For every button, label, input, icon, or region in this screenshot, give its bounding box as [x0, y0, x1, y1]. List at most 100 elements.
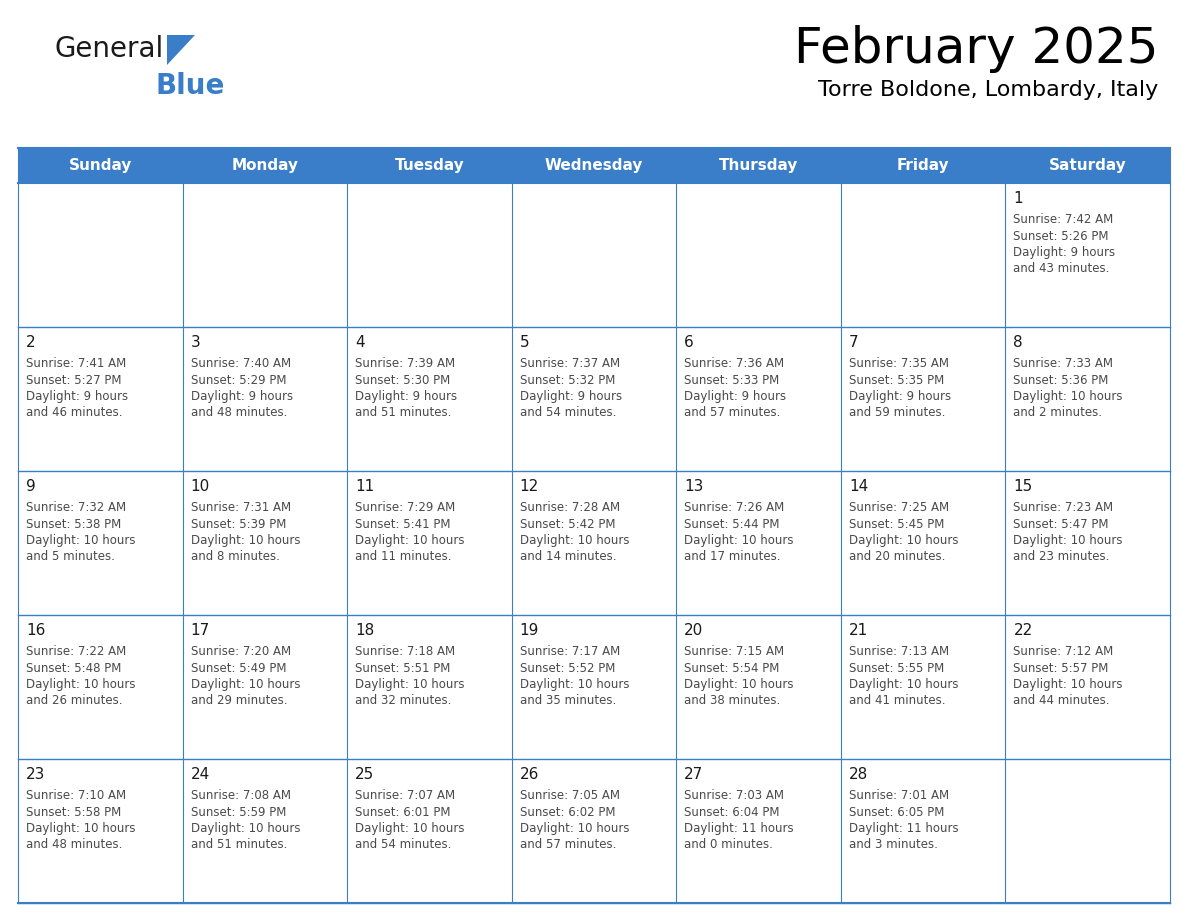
Text: 18: 18	[355, 623, 374, 638]
Polygon shape	[168, 35, 195, 65]
Text: Sunrise: 7:25 AM: Sunrise: 7:25 AM	[849, 501, 949, 514]
Text: and 2 minutes.: and 2 minutes.	[1013, 407, 1102, 420]
Text: General: General	[55, 35, 164, 63]
Text: Sunset: 5:26 PM: Sunset: 5:26 PM	[1013, 230, 1108, 242]
Text: Sunset: 5:29 PM: Sunset: 5:29 PM	[190, 374, 286, 386]
Text: Daylight: 9 hours: Daylight: 9 hours	[1013, 246, 1116, 259]
Text: 27: 27	[684, 767, 703, 782]
Text: Sunset: 5:30 PM: Sunset: 5:30 PM	[355, 374, 450, 386]
Text: Sunrise: 7:20 AM: Sunrise: 7:20 AM	[190, 645, 291, 658]
Text: Sunrise: 7:33 AM: Sunrise: 7:33 AM	[1013, 357, 1113, 370]
Bar	[1005, 615, 1170, 759]
Text: Daylight: 10 hours: Daylight: 10 hours	[355, 822, 465, 835]
Text: Sunrise: 7:17 AM: Sunrise: 7:17 AM	[519, 645, 620, 658]
Text: and 20 minutes.: and 20 minutes.	[849, 551, 946, 564]
Bar	[347, 183, 512, 327]
Text: and 35 minutes.: and 35 minutes.	[519, 695, 615, 708]
Text: 8: 8	[1013, 335, 1023, 350]
Text: Daylight: 10 hours: Daylight: 10 hours	[355, 678, 465, 691]
Text: and 41 minutes.: and 41 minutes.	[849, 695, 946, 708]
Text: and 29 minutes.: and 29 minutes.	[190, 695, 287, 708]
Bar	[512, 183, 676, 327]
Text: 13: 13	[684, 479, 703, 494]
Text: Daylight: 10 hours: Daylight: 10 hours	[684, 678, 794, 691]
Text: Sunrise: 7:05 AM: Sunrise: 7:05 AM	[519, 789, 620, 802]
Text: Sunset: 5:27 PM: Sunset: 5:27 PM	[26, 374, 121, 386]
Text: Blue: Blue	[154, 72, 225, 100]
Text: and 0 minutes.: and 0 minutes.	[684, 838, 773, 852]
Text: 14: 14	[849, 479, 868, 494]
Text: Daylight: 10 hours: Daylight: 10 hours	[1013, 678, 1123, 691]
Text: and 5 minutes.: and 5 minutes.	[26, 551, 115, 564]
Bar	[1005, 759, 1170, 903]
Text: Sunrise: 7:12 AM: Sunrise: 7:12 AM	[1013, 645, 1113, 658]
Text: and 54 minutes.: and 54 minutes.	[355, 838, 451, 852]
Text: Daylight: 10 hours: Daylight: 10 hours	[1013, 534, 1123, 547]
Bar	[18, 471, 183, 615]
Text: Sunset: 5:48 PM: Sunset: 5:48 PM	[26, 662, 121, 675]
Text: Sunrise: 7:22 AM: Sunrise: 7:22 AM	[26, 645, 126, 658]
Text: Sunset: 5:42 PM: Sunset: 5:42 PM	[519, 518, 615, 531]
Text: 1: 1	[1013, 191, 1023, 206]
Text: and 48 minutes.: and 48 minutes.	[190, 407, 287, 420]
Text: Sunrise: 7:01 AM: Sunrise: 7:01 AM	[849, 789, 949, 802]
Bar	[512, 615, 676, 759]
Text: Daylight: 10 hours: Daylight: 10 hours	[355, 534, 465, 547]
Text: Sunrise: 7:32 AM: Sunrise: 7:32 AM	[26, 501, 126, 514]
Text: Sunrise: 7:10 AM: Sunrise: 7:10 AM	[26, 789, 126, 802]
Text: Sunset: 5:47 PM: Sunset: 5:47 PM	[1013, 518, 1108, 531]
Text: Sunrise: 7:40 AM: Sunrise: 7:40 AM	[190, 357, 291, 370]
Text: and 57 minutes.: and 57 minutes.	[684, 407, 781, 420]
Text: Sunset: 5:36 PM: Sunset: 5:36 PM	[1013, 374, 1108, 386]
Bar	[841, 183, 1005, 327]
Text: Daylight: 9 hours: Daylight: 9 hours	[190, 390, 292, 403]
Text: Sunset: 5:55 PM: Sunset: 5:55 PM	[849, 662, 944, 675]
Text: 19: 19	[519, 623, 539, 638]
Text: Sunset: 5:58 PM: Sunset: 5:58 PM	[26, 805, 121, 819]
Text: Sunrise: 7:13 AM: Sunrise: 7:13 AM	[849, 645, 949, 658]
Text: Sunrise: 7:31 AM: Sunrise: 7:31 AM	[190, 501, 291, 514]
Text: Sunrise: 7:15 AM: Sunrise: 7:15 AM	[684, 645, 784, 658]
Text: and 46 minutes.: and 46 minutes.	[26, 407, 122, 420]
Text: Daylight: 9 hours: Daylight: 9 hours	[26, 390, 128, 403]
Text: and 43 minutes.: and 43 minutes.	[1013, 263, 1110, 275]
Text: 25: 25	[355, 767, 374, 782]
Text: Daylight: 10 hours: Daylight: 10 hours	[1013, 390, 1123, 403]
Bar	[676, 471, 841, 615]
Bar	[183, 615, 347, 759]
Text: Daylight: 10 hours: Daylight: 10 hours	[684, 534, 794, 547]
Bar	[18, 759, 183, 903]
Text: Sunset: 5:52 PM: Sunset: 5:52 PM	[519, 662, 615, 675]
Text: Sunset: 5:32 PM: Sunset: 5:32 PM	[519, 374, 615, 386]
Text: and 17 minutes.: and 17 minutes.	[684, 551, 781, 564]
Text: Sunrise: 7:41 AM: Sunrise: 7:41 AM	[26, 357, 126, 370]
Text: Sunset: 5:49 PM: Sunset: 5:49 PM	[190, 662, 286, 675]
Bar	[18, 327, 183, 471]
Text: Daylight: 10 hours: Daylight: 10 hours	[26, 534, 135, 547]
Text: Sunset: 5:41 PM: Sunset: 5:41 PM	[355, 518, 450, 531]
Bar	[183, 327, 347, 471]
Text: Daylight: 10 hours: Daylight: 10 hours	[190, 534, 301, 547]
Text: Sunset: 6:01 PM: Sunset: 6:01 PM	[355, 805, 450, 819]
Text: 7: 7	[849, 335, 859, 350]
Text: Daylight: 10 hours: Daylight: 10 hours	[519, 534, 630, 547]
Text: Monday: Monday	[232, 158, 298, 173]
Text: 15: 15	[1013, 479, 1032, 494]
Text: Sunrise: 7:23 AM: Sunrise: 7:23 AM	[1013, 501, 1113, 514]
Text: and 3 minutes.: and 3 minutes.	[849, 838, 937, 852]
Text: 22: 22	[1013, 623, 1032, 638]
Bar	[676, 615, 841, 759]
Bar	[183, 183, 347, 327]
Text: Sunrise: 7:07 AM: Sunrise: 7:07 AM	[355, 789, 455, 802]
Text: Sunset: 5:51 PM: Sunset: 5:51 PM	[355, 662, 450, 675]
Text: Sunset: 6:05 PM: Sunset: 6:05 PM	[849, 805, 944, 819]
Bar	[512, 327, 676, 471]
Text: Daylight: 9 hours: Daylight: 9 hours	[355, 390, 457, 403]
Bar	[347, 759, 512, 903]
Text: Daylight: 11 hours: Daylight: 11 hours	[849, 822, 959, 835]
Text: Daylight: 9 hours: Daylight: 9 hours	[684, 390, 786, 403]
Text: Daylight: 9 hours: Daylight: 9 hours	[849, 390, 950, 403]
Text: 24: 24	[190, 767, 210, 782]
Bar	[1005, 327, 1170, 471]
Bar	[841, 759, 1005, 903]
